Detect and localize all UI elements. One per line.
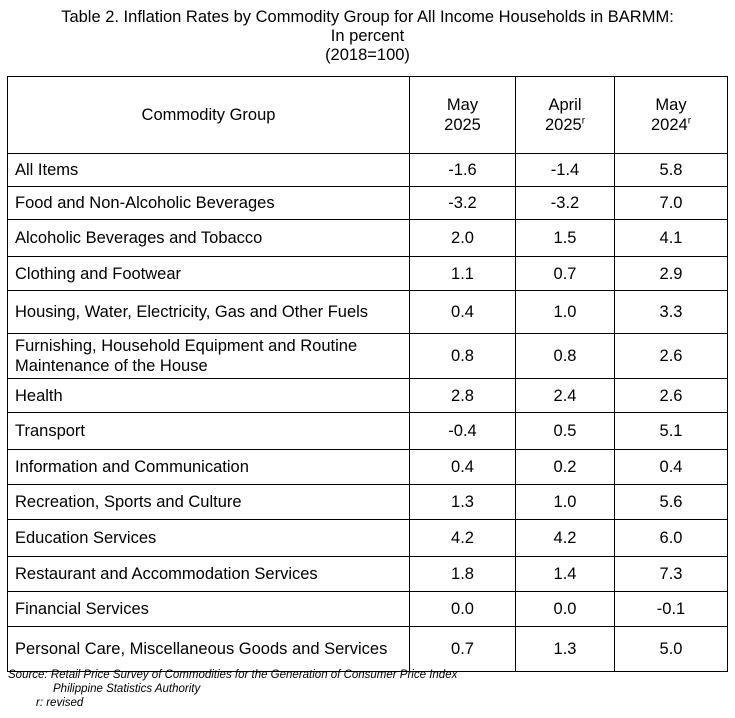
commodity-group-cell: Food and Non-Alcoholic Beverages [7,186,410,220]
value-may-2025-cell: 0.4 [409,449,516,485]
header-label: May [446,96,479,114]
header-label: May [655,96,687,114]
commodity-group-cell: Information and Communication [7,449,410,485]
value-april-2025-cell: -1.4 [515,153,615,187]
table-title: Table 2. Inflation Rates by Commodity Gr… [0,8,735,65]
value-may-2025-cell: 1.8 [409,556,516,592]
value-april-2025-cell: 0.2 [515,449,615,485]
header-row: Commodity Group May 2025 April 2025r May… [7,76,728,154]
value-may-2025-cell: 0.8 [409,333,516,379]
table-row: Clothing and Footwear 1.1 0.7 2.9 [7,256,728,291]
value-may-2025-cell: 1.1 [409,256,516,291]
header-year: 2025 [544,116,582,134]
table-row: Transport -0.4 0.5 5.1 [7,412,728,450]
title-base-year: (2018=100) [325,46,410,64]
value-may-2024-cell: 5.8 [614,153,728,187]
commodity-group-cell: Housing, Water, Electricity, Gas and Oth… [7,290,410,334]
value-april-2025-cell: 0.0 [515,591,615,627]
commodity-group-cell: Alcoholic Beverages and Tobacco [7,219,410,257]
revised-mark: r [581,115,586,127]
source-note: Source: Retail Price Survey of Commoditi… [8,669,458,681]
value-may-2024-cell: 5.1 [614,412,728,450]
value-may-2025-cell: 1.3 [409,484,516,520]
value-may-2024-cell: 4.1 [614,219,728,257]
commodity-group-cell: All Items [7,153,410,187]
table-row: Recreation, Sports and Culture 1.3 1.0 5.6 [7,484,728,520]
header-may-2024: May 2024r [614,76,728,154]
value-april-2025-cell: 0.8 [515,333,615,379]
commodity-group-cell: Financial Services [7,591,410,627]
value-april-2025-cell: 1.3 [515,626,615,672]
value-may-2025-cell: -0.4 [409,412,516,450]
value-april-2025-cell: 1.4 [515,556,615,592]
value-may-2024-cell: 7.0 [614,186,728,220]
value-may-2024-cell: 7.3 [614,556,728,592]
value-may-2024-cell: 6.0 [614,519,728,557]
value-may-2025-cell: -1.6 [409,153,516,187]
value-april-2025-cell: 2.4 [515,378,615,413]
table-notes: Source: Retail Price Survey of Commoditi… [8,668,457,710]
title-line: Table 2. Inflation Rates by Commodity Gr… [61,8,674,26]
table-row: Personal Care, Miscellaneous Goods and S… [7,626,728,672]
value-may-2025-cell: 0.7 [409,626,516,672]
table-row: Financial Services 0.0 0.0 -0.1 [7,591,728,627]
value-april-2025-cell: 1.0 [515,484,615,520]
table-row: Furnishing, Household Equipment and Rout… [7,333,728,379]
value-may-2024-cell: 0.4 [614,449,728,485]
table-row: Education Services 4.2 4.2 6.0 [7,519,728,557]
header-year: 2024 [650,116,688,134]
header-label: April [548,96,582,114]
table-row: Restaurant and Accommodation Services 1.8… [7,556,728,592]
commodity-group-cell: Restaurant and Accommodation Services [7,556,410,592]
value-april-2025-cell: 0.5 [515,412,615,450]
value-may-2024-cell: 2.9 [614,256,728,291]
commodity-group-cell: Personal Care, Miscellaneous Goods and S… [7,626,410,672]
value-may-2024-cell: 5.0 [614,626,728,672]
table-row: Alcoholic Beverages and Tobacco 2.0 1.5 4.1 [7,219,728,257]
commodity-group-cell: Recreation, Sports and Culture [7,484,410,520]
commodity-group-cell: Health [7,378,410,413]
header-april-2025: April 2025r [515,76,615,154]
value-april-2025-cell: 0.7 [515,256,615,291]
inflation-table: Commodity Group May 2025 April 2025r May… [7,76,728,672]
value-may-2024-cell: 2.6 [614,378,728,413]
value-may-2024-cell: 3.3 [614,290,728,334]
header-commodity-group: Commodity Group [7,76,410,154]
commodity-group-cell: Furnishing, Household Equipment and Rout… [7,333,410,379]
revised-note: r: revised [36,697,84,709]
table-row: All Items -1.6 -1.4 5.8 [7,153,728,187]
value-april-2025-cell: 1.5 [515,219,615,257]
value-may-2024-cell: -0.1 [614,591,728,627]
commodity-group-cell: Clothing and Footwear [7,256,410,291]
revised-mark: r [687,115,692,127]
value-may-2025-cell: 2.8 [409,378,516,413]
value-may-2025-cell: -3.2 [409,186,516,220]
table-row: Information and Communication 0.4 0.2 0.4 [7,449,728,485]
table-row: Housing, Water, Electricity, Gas and Oth… [7,290,728,334]
agency-note: Philippine Statistics Authority [53,683,201,695]
value-may-2024-cell: 5.6 [614,484,728,520]
value-april-2025-cell: 4.2 [515,519,615,557]
value-april-2025-cell: 1.0 [515,290,615,334]
value-may-2024-cell: 2.6 [614,333,728,379]
value-may-2025-cell: 2.0 [409,219,516,257]
title-unit: In percent [330,27,405,45]
value-may-2025-cell: 0.0 [409,591,516,627]
table-row: Health 2.8 2.4 2.6 [7,378,728,413]
value-april-2025-cell: -3.2 [515,186,615,220]
value-may-2025-cell: 4.2 [409,519,516,557]
value-may-2025-cell: 0.4 [409,290,516,334]
commodity-group-cell: Transport [7,412,410,450]
table-row: Food and Non-Alcoholic Beverages -3.2 -3.2… [7,186,728,220]
header-may-2025: May 2025 [409,76,516,154]
commodity-group-cell: Education Services [7,519,410,557]
header-year: 2025 [444,116,481,134]
